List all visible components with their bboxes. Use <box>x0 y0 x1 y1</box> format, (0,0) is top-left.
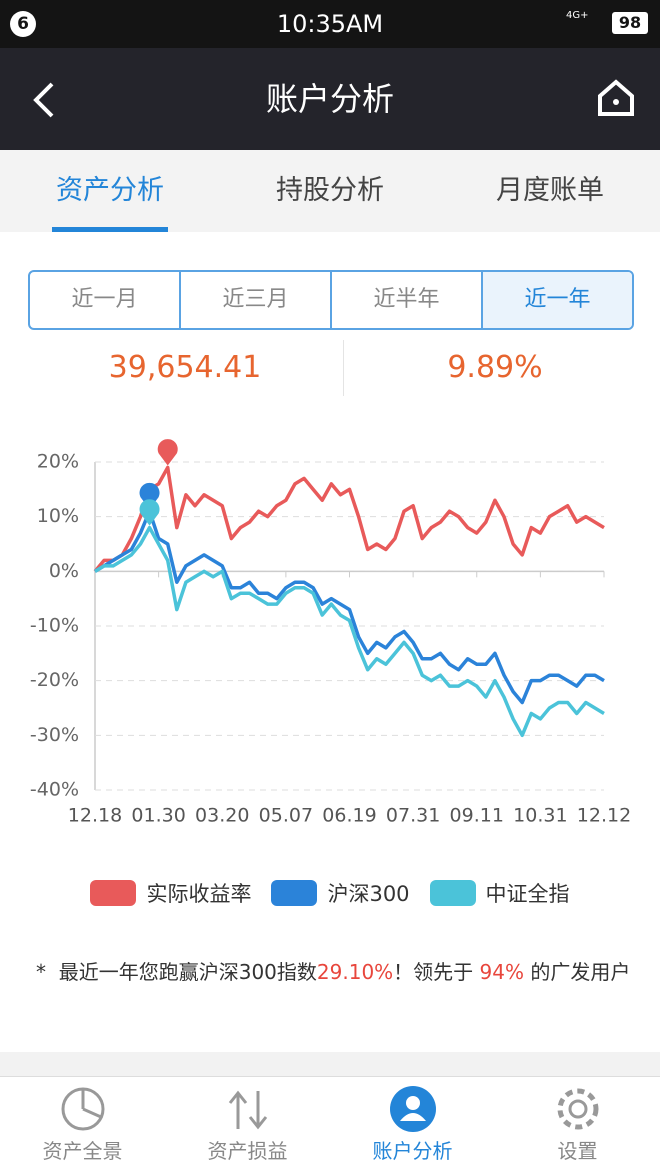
legend: 实际收益率 沪深300 中证全指 <box>0 878 660 908</box>
return-rate: 9.89% <box>447 350 543 385</box>
legend-label: 实际收益率 <box>146 882 252 906</box>
x-tick-label: 07.31 <box>386 805 440 827</box>
back-icon[interactable] <box>30 80 60 120</box>
nav-label: 资产全景 <box>42 1139 123 1163</box>
chart: -40% -30% -20% -10% 0% 10% 20% 12.18 01.30 03.20 0… <box>30 439 631 827</box>
x-tick-label: 10.31 <box>513 805 567 827</box>
y-tick-label: 20% <box>37 451 79 473</box>
peak-marker <box>139 482 160 510</box>
header-title: 账户分析 <box>265 80 394 118</box>
x-tick-label: 09.11 <box>450 805 504 827</box>
x-tick-label: 03.20 <box>195 805 249 827</box>
time: 10:35AM <box>276 10 384 38</box>
network: 4G+ <box>566 10 589 21</box>
legend-label: 中证全指 <box>485 882 570 906</box>
nav-item[interactable]: 账户分析 <box>330 1077 495 1174</box>
series-line <box>94 509 605 705</box>
tab[interactable]: 月度账单 <box>496 175 604 206</box>
y-tick-label: 0% <box>49 560 79 582</box>
nav-label: 设置 <box>557 1139 598 1163</box>
asset-value: 39,654.41 <box>108 350 262 385</box>
y-tick-label: -10% <box>30 615 79 637</box>
peak-marker <box>139 499 160 526</box>
nav-icon <box>557 1088 598 1130</box>
note-highlight: 29.10% <box>316 960 394 984</box>
legend-item: 中证全指 <box>429 878 570 908</box>
note: * 最近一年您跑赢沪深300指数29.10%！领先于 94% 的广发用户 <box>36 955 636 989</box>
y-tick-label: -30% <box>30 724 79 746</box>
divider <box>343 340 344 396</box>
note-text: 最近一年您跑赢沪深300指数 <box>58 960 317 984</box>
bottom-nav: 资产全景 资产损益 账户分析 设置 <box>0 1076 660 1174</box>
y-tick-label: -40% <box>30 779 79 801</box>
separator <box>0 1052 660 1076</box>
nav-label: 资产损益 <box>207 1139 288 1163</box>
note-highlight: 94% <box>479 960 524 984</box>
series-line <box>94 525 605 738</box>
legend-item: 实际收益率 <box>90 878 251 908</box>
period-button[interactable]: 近半年 <box>332 272 483 328</box>
legend-item: 沪深300 <box>271 878 410 908</box>
x-tick-label: 06.19 <box>322 805 376 827</box>
battery: 98 <box>612 12 648 34</box>
nav-icon <box>389 1086 436 1132</box>
tab[interactable]: 持股分析 <box>276 175 384 206</box>
y-tick-label: 10% <box>37 505 79 527</box>
legend-label: 沪深300 <box>327 882 410 906</box>
note-star: * <box>36 960 46 984</box>
note-text: 的广发用户 <box>530 960 631 984</box>
legend-swatch <box>271 880 318 906</box>
period-button[interactable]: 近一年 <box>483 272 632 328</box>
status-bar: 6 10:35AM 4G+ 98 <box>0 0 660 48</box>
x-tick-label: 12.12 <box>577 805 631 827</box>
x-tick-label: 05.07 <box>259 805 313 827</box>
note-text: ！领先于 <box>393 960 474 984</box>
period-selector: 近一月 近三月 近半年 近一年 <box>28 270 634 330</box>
header: 账户分析 <box>0 48 660 150</box>
nav-icon <box>228 1090 267 1130</box>
nav-icon <box>61 1087 104 1131</box>
nav-item[interactable]: 资产损益 <box>165 1077 330 1174</box>
x-tick-label: 12.18 <box>68 805 122 827</box>
nav-item[interactable]: 设置 <box>495 1077 660 1174</box>
period-button[interactable]: 近一月 <box>30 272 181 328</box>
legend-swatch <box>429 880 476 906</box>
period-button[interactable]: 近三月 <box>181 272 332 328</box>
series-line <box>93 465 605 573</box>
legend-swatch <box>90 880 137 906</box>
home-icon[interactable] <box>596 78 636 118</box>
tab[interactable]: 资产分析 <box>0 150 220 232</box>
tabs: 资产分析 持股分析 月度账单 <box>0 150 660 232</box>
nav-item[interactable]: 资产全景 <box>0 1077 165 1174</box>
nav-label: 账户分析 <box>372 1139 453 1163</box>
notif-badge: 6 <box>10 11 36 37</box>
peak-marker <box>157 439 178 466</box>
y-tick-label: -20% <box>30 669 79 691</box>
x-tick-label: 01.30 <box>131 805 185 827</box>
